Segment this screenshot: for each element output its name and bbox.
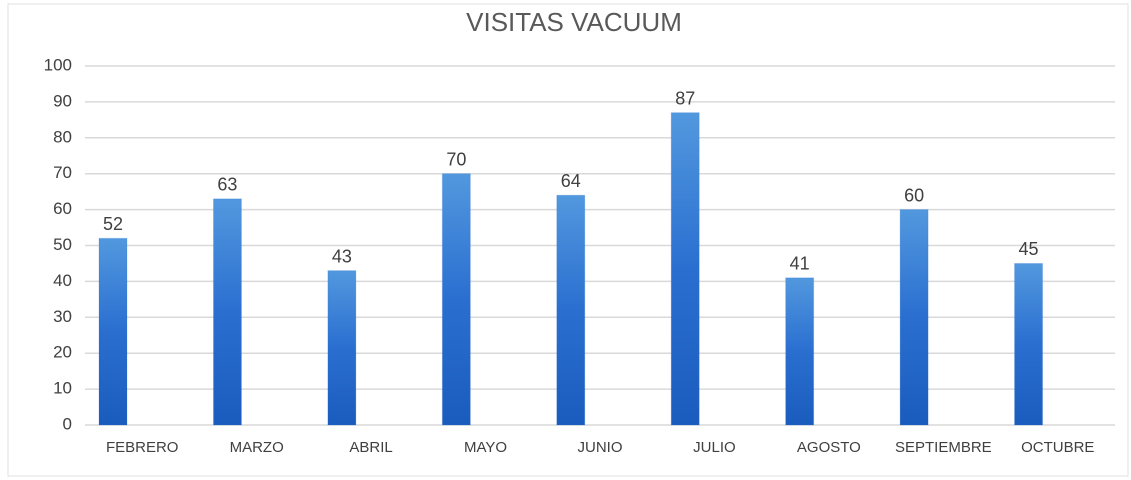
x-tick-label: MAYO — [464, 439, 507, 456]
bar — [556, 194, 586, 426]
data-label: 87 — [675, 88, 695, 108]
bar — [785, 277, 815, 426]
bar — [670, 112, 700, 426]
y-tick-label: 0 — [63, 414, 72, 433]
bar — [98, 237, 128, 426]
x-tick-label: SEPTIEMBRE — [895, 439, 992, 456]
x-tick-label: ABRIL — [349, 439, 392, 456]
y-tick-label: 60 — [53, 199, 72, 218]
x-tick-label: MARZO — [230, 439, 284, 456]
data-label: 60 — [904, 185, 924, 205]
data-label: 45 — [1019, 239, 1039, 259]
bar — [212, 198, 242, 426]
data-label: 70 — [446, 149, 466, 169]
y-tick-label: 40 — [53, 271, 72, 290]
x-tick-label: JULIO — [693, 439, 736, 456]
y-tick-label: 20 — [53, 343, 72, 362]
x-tick-label: FEBRERO — [106, 439, 179, 456]
data-label: 41 — [790, 254, 810, 274]
x-tick-label: AGOSTO — [797, 439, 861, 456]
data-label: 64 — [561, 171, 581, 191]
data-label: 43 — [332, 246, 352, 266]
data-label: 52 — [103, 214, 123, 234]
bar — [899, 209, 929, 426]
y-tick-label: 30 — [53, 307, 72, 326]
y-tick-label: 100 — [44, 55, 72, 74]
y-tick-label: 80 — [53, 127, 72, 146]
y-tick-label: 70 — [53, 163, 72, 182]
chart-title: VISITAS VACUUM — [466, 7, 682, 37]
bar — [441, 173, 471, 426]
y-tick-label: 50 — [53, 235, 72, 254]
x-tick-label: JUNIO — [578, 439, 623, 456]
data-label: 63 — [217, 175, 237, 195]
y-tick-label: 10 — [53, 379, 72, 398]
y-tick-label: 90 — [53, 91, 72, 110]
bar — [327, 270, 357, 426]
bar — [1014, 262, 1044, 426]
x-tick-label: OCTUBRE — [1021, 439, 1094, 456]
